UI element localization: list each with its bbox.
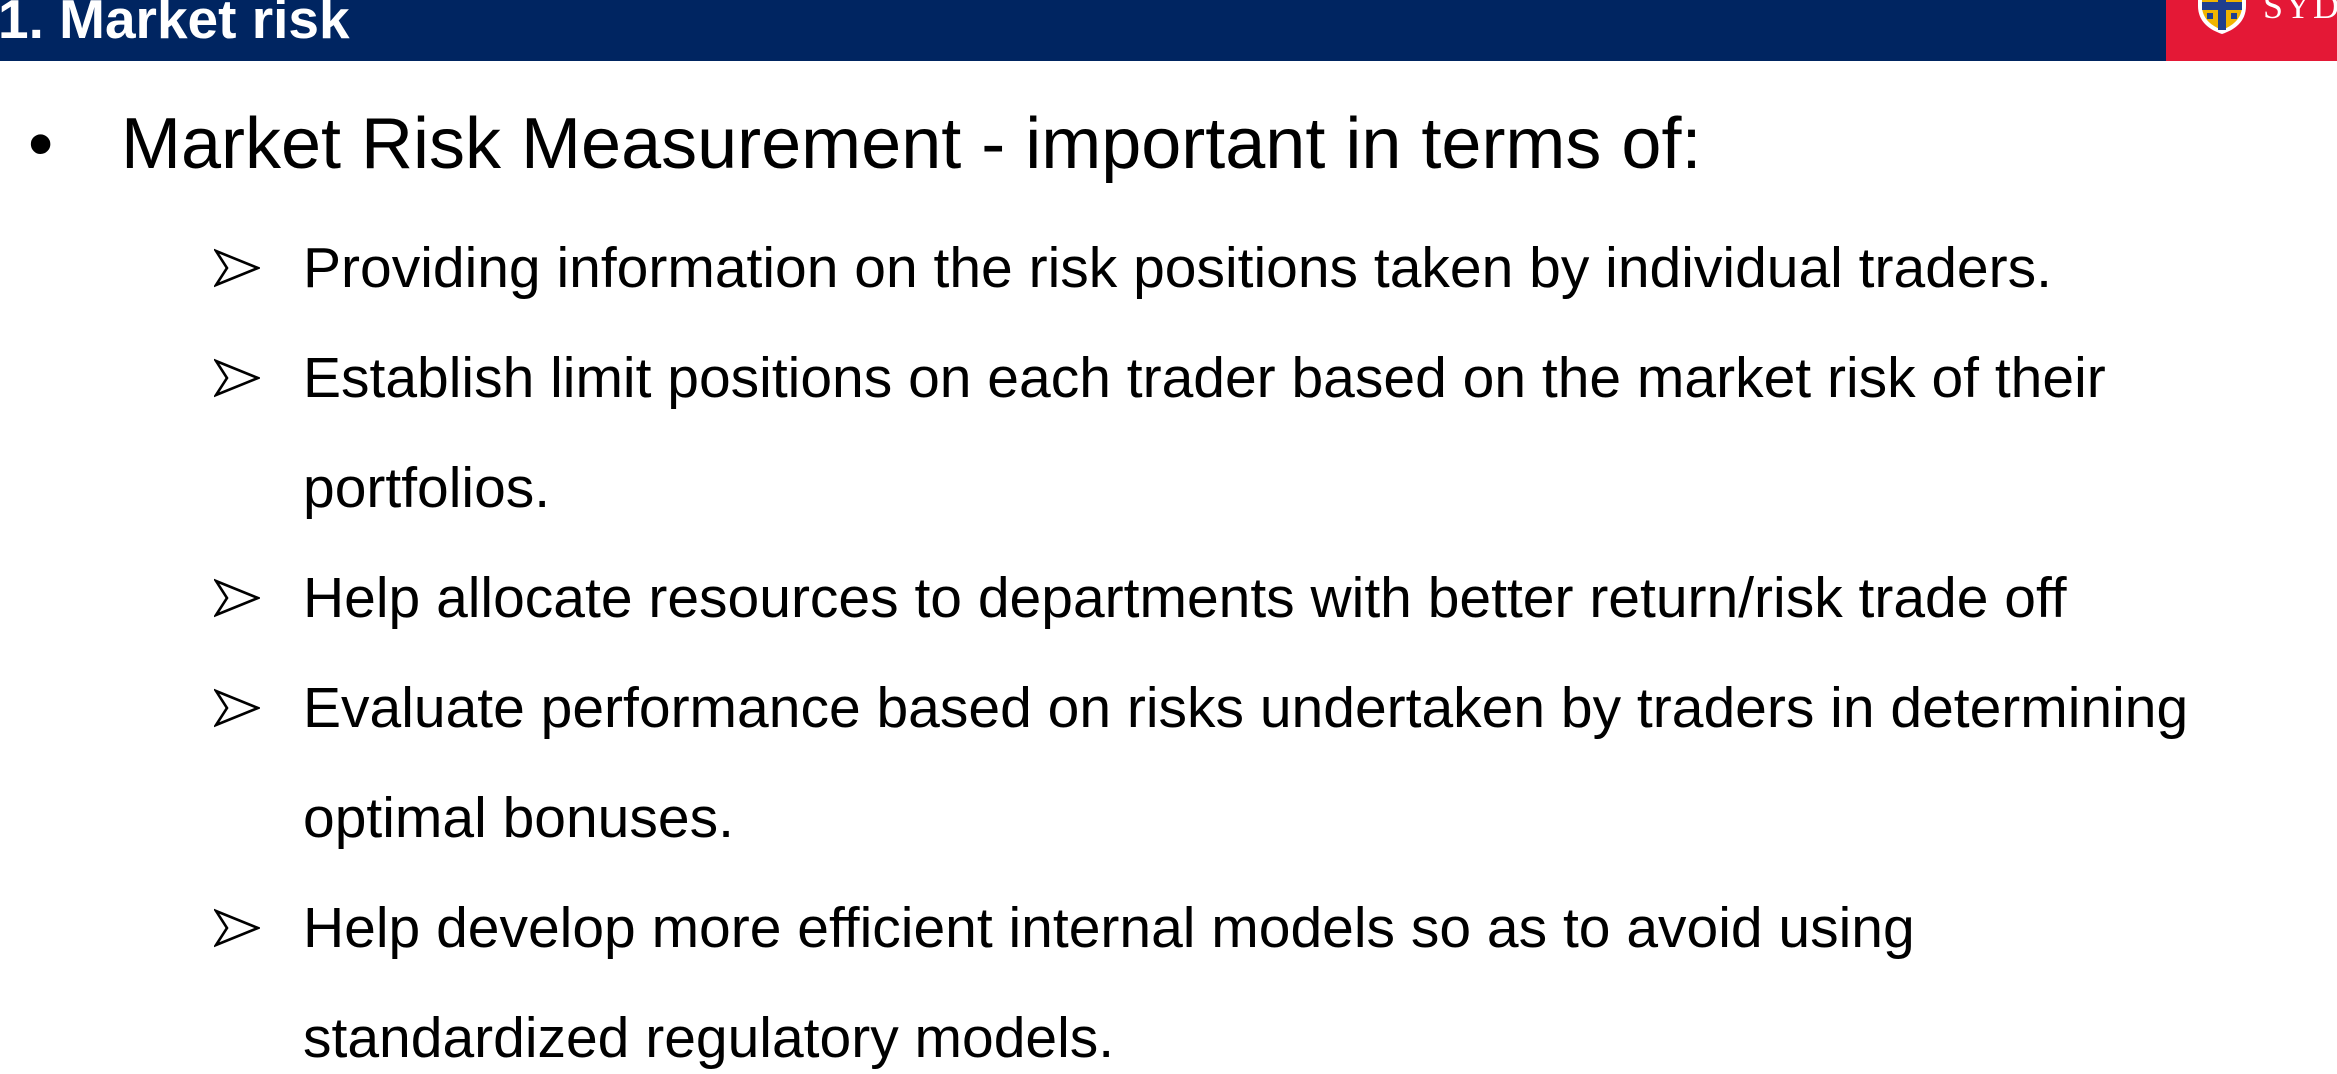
arrowhead-bullet-icon <box>214 358 260 398</box>
logo-wordmark: SYDNEY <box>2263 0 2337 26</box>
list-item-text: Help develop more efficient internal mod… <box>303 896 1915 960</box>
university-logo: SYDNEY <box>2166 0 2337 61</box>
bullet-dot: • <box>28 104 54 184</box>
slide-header-bar: 1. Market risk <box>0 0 2337 61</box>
list-item-text-continuation: portfolios. <box>303 456 551 520</box>
crest-icon <box>2198 0 2246 34</box>
list-item-text: Establish limit positions on each trader… <box>303 346 2106 410</box>
main-bullet-heading: Market Risk Measurement - important in t… <box>121 104 1702 184</box>
list-item-text: Providing information on the risk positi… <box>303 236 2052 300</box>
list-item-text-continuation: standardized regulatory models. <box>303 1006 1115 1070</box>
arrowhead-bullet-icon <box>214 688 260 728</box>
arrowhead-bullet-icon <box>214 578 260 618</box>
list-item-text: Evaluate performance based on risks unde… <box>303 676 2189 740</box>
slide-title: 1. Market risk <box>0 0 350 50</box>
list-item-text: Help allocate resources to departments w… <box>303 566 2067 630</box>
arrowhead-bullet-icon <box>214 248 260 288</box>
arrowhead-bullet-icon <box>214 908 260 948</box>
list-item-text-continuation: optimal bonuses. <box>303 786 734 850</box>
